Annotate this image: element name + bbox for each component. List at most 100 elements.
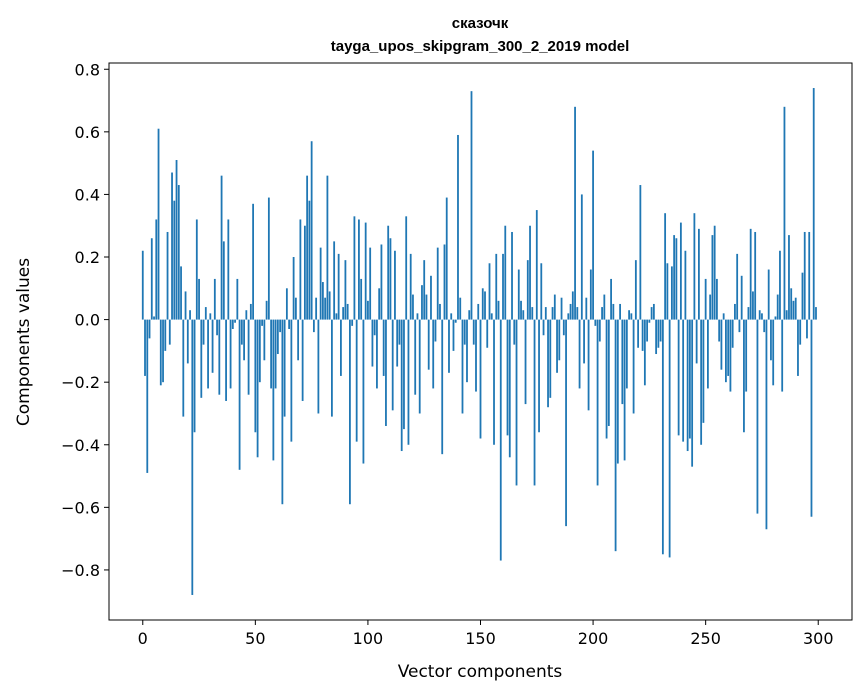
bar — [524, 319, 527, 405]
bar — [673, 235, 676, 320]
bar — [637, 319, 640, 348]
bar — [299, 219, 302, 320]
bar — [362, 319, 365, 464]
bar — [405, 216, 408, 320]
bar — [225, 319, 227, 401]
bar — [558, 319, 561, 361]
bar — [351, 319, 354, 326]
bar — [614, 319, 617, 552]
bar — [335, 313, 338, 320]
chart-title: сказочк — [452, 15, 509, 32]
bar — [477, 303, 480, 320]
bar — [220, 175, 223, 320]
bar — [328, 291, 331, 320]
bar — [761, 313, 763, 320]
bar — [279, 319, 282, 333]
bar — [430, 275, 432, 320]
plot-area-frame — [108, 62, 853, 621]
bar — [231, 319, 234, 329]
bar — [646, 319, 649, 342]
bar — [144, 319, 146, 376]
bar — [180, 266, 182, 320]
bar — [290, 319, 293, 442]
bar — [238, 319, 241, 470]
bar — [355, 319, 358, 442]
y-tick-label: −0.6 — [61, 498, 100, 517]
bar — [321, 282, 324, 320]
bar — [628, 310, 630, 320]
x-tick-label: 250 — [690, 629, 721, 648]
bar — [312, 319, 315, 333]
bar — [560, 297, 563, 320]
bar — [592, 150, 594, 320]
bar — [475, 319, 477, 392]
bar — [601, 307, 603, 320]
bar — [342, 307, 345, 320]
y-tick-label: 0.0 — [75, 311, 100, 330]
bar — [173, 200, 176, 320]
bar — [668, 319, 671, 558]
bar — [186, 319, 189, 364]
bar — [265, 300, 268, 320]
bar — [650, 307, 653, 320]
bar — [623, 319, 626, 461]
bar — [468, 310, 471, 320]
bar — [382, 319, 385, 376]
bar — [276, 319, 279, 355]
bar — [243, 319, 245, 361]
bar — [553, 294, 556, 320]
bar — [171, 172, 173, 320]
bar — [396, 319, 399, 367]
bar — [414, 319, 417, 395]
bar — [297, 319, 300, 361]
bar — [745, 319, 748, 392]
bar — [567, 313, 570, 320]
bar — [529, 225, 531, 320]
bar — [337, 253, 340, 320]
bar — [540, 263, 543, 320]
y-tick-label: 0.8 — [75, 60, 100, 79]
bar — [695, 319, 698, 364]
bar — [711, 235, 714, 320]
x-axis-label: Vector components — [398, 662, 563, 682]
bar — [702, 319, 705, 423]
bar — [603, 294, 606, 320]
bar — [472, 319, 475, 345]
bar — [767, 269, 770, 320]
bar — [222, 241, 225, 320]
bar — [578, 319, 581, 389]
bar — [403, 319, 405, 430]
bar — [407, 319, 410, 445]
x-tick-label: 100 — [353, 629, 384, 648]
bar — [346, 303, 349, 320]
bar — [425, 294, 428, 320]
bar — [418, 319, 421, 414]
bar — [416, 313, 419, 320]
bar — [794, 297, 797, 320]
bar — [661, 319, 664, 555]
bar — [587, 319, 590, 411]
bar — [168, 319, 171, 345]
bar — [803, 231, 806, 320]
bar — [621, 319, 624, 405]
bar — [240, 319, 243, 345]
bar — [391, 319, 394, 411]
bar — [502, 253, 504, 320]
bar — [204, 307, 207, 320]
bar — [308, 200, 311, 320]
bar — [191, 319, 194, 595]
bar — [808, 231, 811, 320]
bar — [576, 307, 579, 320]
bar — [682, 319, 685, 442]
bar — [283, 319, 286, 417]
bar — [664, 213, 667, 320]
bar — [234, 319, 236, 323]
bar — [227, 219, 230, 320]
bar — [747, 307, 750, 320]
bar — [515, 319, 518, 486]
bar — [549, 319, 552, 398]
bar — [385, 319, 387, 426]
bar — [448, 319, 450, 373]
bar — [565, 319, 567, 527]
